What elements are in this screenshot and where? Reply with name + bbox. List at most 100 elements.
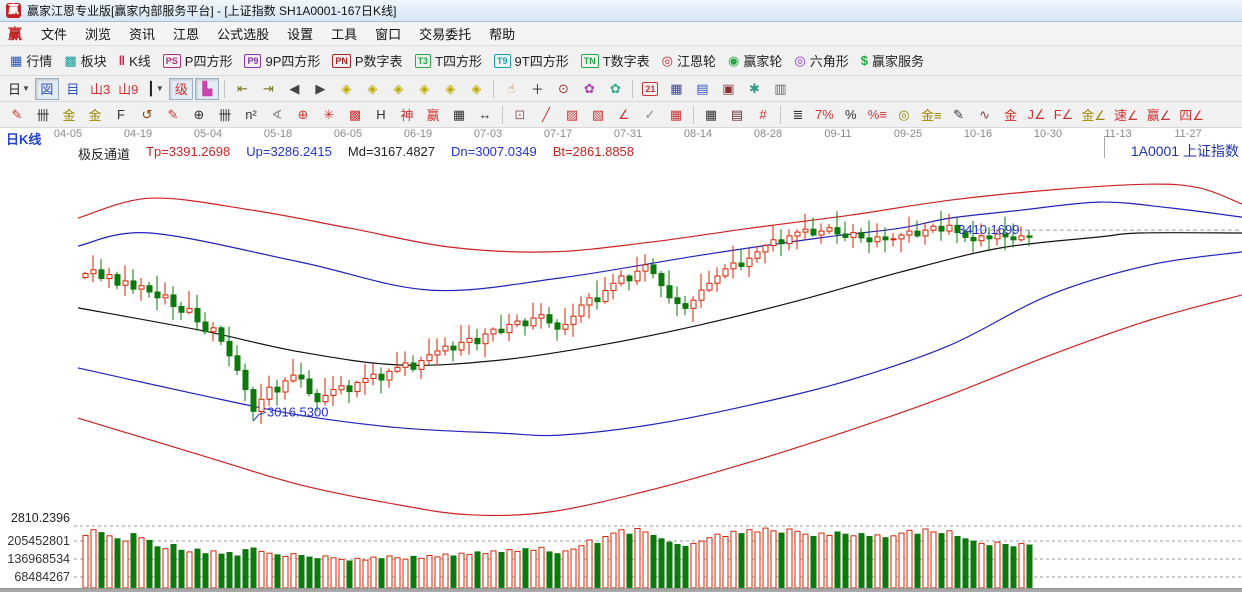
first-bar-button[interactable]: ⇤ [230, 78, 254, 100]
smart-analysis-button[interactable]: ✿ [577, 78, 601, 100]
calculator-button[interactable]: ▦ [664, 78, 688, 100]
box-diagonal2-tool[interactable]: ▧ [586, 104, 610, 126]
high-low-tool[interactable]: H [369, 104, 393, 126]
grid3-tool[interactable]: ▤ [725, 104, 749, 126]
golden-section-tool[interactable]: 金 [83, 104, 107, 126]
angle-line-tool[interactable]: ∠ [612, 104, 636, 126]
menu-window[interactable]: 窗口 [375, 26, 402, 42]
gann-shift-left-button[interactable]: ◈ [334, 78, 358, 100]
win-angle-tool[interactable]: 赢∠ [1144, 104, 1175, 126]
sectors-button[interactable]: ▩ 板块 [58, 49, 112, 72]
period-daily-button[interactable]: 日 ▼ [5, 78, 33, 100]
menu-browse[interactable]: 浏览 [85, 26, 112, 42]
level-steps-tool[interactable]: ≣ [786, 104, 810, 126]
p-number-table-button[interactable]: PN P数字表 [326, 49, 408, 72]
title-bar[interactable]: 赢 赢家江恩专业版[赢家内部服务平台] - [上证指数 SH1A0001-167… [0, 0, 1242, 22]
golden-ratio-tool[interactable]: 金 [57, 104, 81, 126]
gann-wheel-button[interactable]: ◎ 江恩轮 [656, 49, 722, 72]
gold-red-tool[interactable]: 金 [999, 104, 1023, 126]
kline-button[interactable]: ‖ K线 [113, 49, 157, 72]
9t-square-button[interactable]: T9 9T四方形 [488, 49, 575, 72]
grid2-tool-icon: ▦ [704, 106, 718, 122]
width-measure-tool[interactable]: ↔ [473, 104, 497, 126]
9p-square-button[interactable]: P9 9P四方形 [238, 49, 326, 72]
gann-shift-right-button[interactable]: ◈ [360, 78, 384, 100]
price-lines-tool[interactable]: 卌 [213, 104, 237, 126]
gann-fan-tool[interactable]: ✳ [317, 104, 341, 126]
list-view-button[interactable]: 目 [61, 78, 85, 100]
menu-news[interactable]: 资讯 [129, 26, 156, 42]
gann-clock-tool[interactable]: ⊕ [187, 104, 211, 126]
sync-settings-button[interactable]: ✱ [742, 78, 766, 100]
menu-help[interactable]: 帮助 [489, 26, 516, 42]
candle-style-button[interactable]: ┃ ▼ [143, 78, 167, 100]
calendar-button[interactable]: 21 [638, 78, 662, 100]
speed-angle-tool[interactable]: 速∠ [1111, 104, 1142, 126]
spiral-tool[interactable]: ↺ [135, 104, 159, 126]
chart-window-button[interactable]: 図 [34, 77, 59, 100]
pencil3-tool[interactable]: ✎ [947, 104, 971, 126]
expand-horizontal-button[interactable]: ◈ [386, 78, 410, 100]
win-tool[interactable]: 赢 [421, 104, 445, 126]
box-diagonal-tool[interactable]: ▨ [560, 104, 584, 126]
shen-tool[interactable]: 神 [395, 104, 419, 126]
box-tool[interactable]: ⊡ [508, 104, 532, 126]
time-lines-tool[interactable]: 卌 [31, 104, 55, 126]
menu-file[interactable]: 文件 [41, 26, 68, 42]
t-square-button[interactable]: T3 T四方形 [409, 49, 488, 72]
quotes-button[interactable]: ▦ 行情 [4, 49, 58, 72]
notes-button[interactable]: ▤ [690, 78, 714, 100]
compass-tool[interactable]: ⊕ [291, 104, 315, 126]
expand-vertical-button[interactable]: ◈ [438, 78, 462, 100]
last-bar-button[interactable]: ⇥ [256, 78, 280, 100]
fibonacci-tool[interactable]: F [109, 104, 133, 126]
t-number-table-button[interactable]: TN T数字表 [575, 49, 656, 72]
gann-grid-tool[interactable]: ▩ [343, 104, 367, 126]
low-annotation-label: 3016.5300 [267, 404, 328, 419]
menu-gann[interactable]: 江恩 [173, 26, 200, 42]
p-square-button[interactable]: PS P四方形 [157, 49, 239, 72]
menu-tools[interactable]: 工具 [331, 26, 358, 42]
f-angle-tool[interactable]: F∠ [1051, 104, 1077, 126]
percent-tool[interactable]: % [839, 104, 863, 126]
menu-trading[interactable]: 交易委托 [419, 26, 472, 42]
winner-service-button[interactable]: $ 赢家服务 [855, 49, 930, 72]
check-lines-tool[interactable]: ✓ [638, 104, 662, 126]
wave-tool[interactable]: ∿ [973, 104, 997, 126]
print-button[interactable]: ▥ [768, 78, 792, 100]
red-grid-tool[interactable]: ▦ [664, 104, 688, 126]
price-chart[interactable]: 04-05 04-19 05-04 05-18 06-05 06-19 07-03 07-17… [0, 128, 1242, 588]
gold-circle-tool[interactable]: ◎ [892, 104, 916, 126]
four-angle-tool[interactable]: 四∠ [1176, 104, 1207, 126]
ray-fan-tool[interactable]: ╱ [534, 104, 558, 126]
gold-lines-tool[interactable]: 金≡ [918, 104, 945, 126]
hatch-tool[interactable]: # [751, 104, 775, 126]
next-bar-button[interactable]: ▶ [308, 78, 332, 100]
percent7-tool[interactable]: 7% [812, 104, 837, 126]
percent-lines-tool[interactable]: %≡ [865, 104, 890, 126]
colored-kline-button[interactable]: ▙ [195, 77, 220, 100]
winner-wheel-button[interactable]: ◉ 赢家轮 [722, 49, 788, 72]
crosshair-button[interactable]: ＋ [525, 78, 549, 100]
j-angle-tool[interactable]: J∠ [1025, 104, 1049, 126]
hexagon-button[interactable]: ◎ 六角形 [788, 49, 854, 72]
gold-angle-tool[interactable]: 金∠ [1078, 104, 1109, 126]
trend-pencil-tool[interactable]: ✎ [161, 104, 185, 126]
ma3-button[interactable]: 山3 [87, 78, 113, 100]
ma9-button[interactable]: 山9 [115, 78, 141, 100]
pan-hand-button[interactable]: ☝ [499, 78, 523, 100]
prev-bar-button[interactable]: ◀ [282, 78, 306, 100]
pattern-grade-button[interactable]: 级 [169, 77, 194, 100]
menu-settings[interactable]: 设置 [287, 26, 314, 42]
grid2-tool[interactable]: ▦ [699, 104, 723, 126]
number-grid-tool[interactable]: ▦ [447, 104, 471, 126]
magnifier-button[interactable]: ⊙ [551, 78, 575, 100]
angle-mirror-tool[interactable]: ∢ [265, 104, 289, 126]
pencil-tool[interactable]: ✎ [5, 104, 29, 126]
square-numbers-tool[interactable]: n² [239, 104, 263, 126]
menu-formula-stock-picking[interactable]: 公式选股 [217, 26, 270, 42]
save-button[interactable]: ▣ [716, 78, 740, 100]
compress-horizontal-button[interactable]: ◈ [412, 78, 436, 100]
brain-analysis-button[interactable]: ✿ [603, 78, 627, 100]
compress-vertical-button[interactable]: ◈ [464, 78, 488, 100]
